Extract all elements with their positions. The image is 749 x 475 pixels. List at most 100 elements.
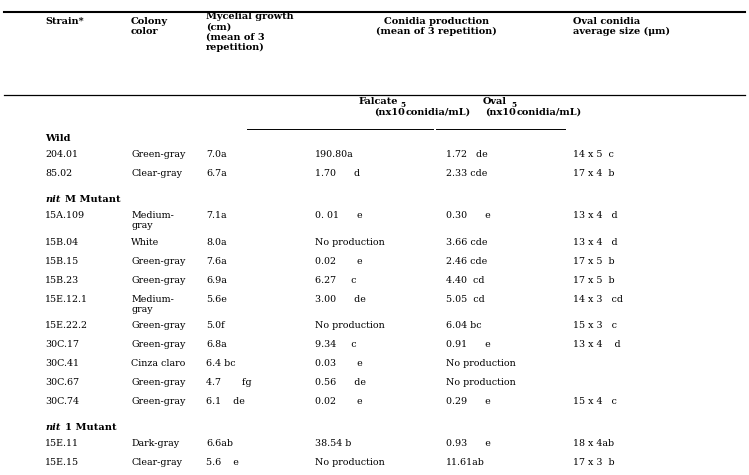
Text: 1 Mutant: 1 Mutant: [65, 423, 117, 432]
Text: 30C.74: 30C.74: [45, 397, 79, 406]
Text: conidia/mL): conidia/mL): [406, 108, 471, 117]
Text: 18 x 4ab: 18 x 4ab: [573, 439, 614, 448]
Text: 3.66 cde: 3.66 cde: [446, 238, 487, 247]
Text: 5.6e: 5.6e: [206, 294, 227, 304]
Text: Clear-gray: Clear-gray: [131, 458, 182, 467]
Text: 17 x 5  b: 17 x 5 b: [573, 276, 615, 285]
Text: 15E.22.2: 15E.22.2: [45, 321, 88, 330]
Text: 30C.17: 30C.17: [45, 340, 79, 349]
Text: 7.6a: 7.6a: [206, 256, 227, 266]
Text: No production: No production: [315, 458, 384, 467]
Text: 4.7       fg: 4.7 fg: [206, 378, 252, 387]
Text: 5: 5: [401, 101, 406, 109]
Text: 5.0f: 5.0f: [206, 321, 225, 330]
Text: Green-gray: Green-gray: [131, 397, 186, 406]
Text: 6.7a: 6.7a: [206, 169, 227, 178]
Text: 15E.12.1: 15E.12.1: [45, 294, 88, 304]
Text: Green-gray: Green-gray: [131, 256, 186, 266]
Text: nit: nit: [45, 423, 61, 432]
Text: 15E.11: 15E.11: [45, 439, 79, 448]
Text: 38.54 b: 38.54 b: [315, 439, 351, 448]
Text: 0.29      e: 0.29 e: [446, 397, 491, 406]
Text: 1.72   de: 1.72 de: [446, 150, 488, 159]
Text: Green-gray: Green-gray: [131, 150, 186, 159]
Text: 30C.41: 30C.41: [45, 359, 79, 368]
Text: 5.6    e: 5.6 e: [206, 458, 239, 467]
Text: 6.8a: 6.8a: [206, 340, 227, 349]
Text: 14 x 5  c: 14 x 5 c: [573, 150, 614, 159]
Text: 13 x 4   d: 13 x 4 d: [573, 211, 618, 220]
Text: 0.30      e: 0.30 e: [446, 211, 491, 220]
Text: Dark-gray: Dark-gray: [131, 439, 179, 448]
Text: Conidia production
(mean of 3 repetition): Conidia production (mean of 3 repetition…: [376, 17, 497, 36]
Text: 85.02: 85.02: [45, 169, 72, 178]
Text: 17 x 3  b: 17 x 3 b: [573, 458, 615, 467]
Text: Green-gray: Green-gray: [131, 378, 186, 387]
Text: 15 x 4   c: 15 x 4 c: [573, 397, 617, 406]
Text: 190.80a: 190.80a: [315, 150, 354, 159]
Text: 0.02       e: 0.02 e: [315, 397, 363, 406]
Text: Colony
color: Colony color: [131, 17, 168, 36]
Text: Falcate: Falcate: [359, 97, 398, 106]
Text: 0.03       e: 0.03 e: [315, 359, 363, 368]
Text: (nx10: (nx10: [374, 108, 405, 117]
Text: 2.46 cde: 2.46 cde: [446, 256, 487, 266]
Text: No production: No production: [446, 359, 515, 368]
Text: 6.04 bc: 6.04 bc: [446, 321, 482, 330]
Text: 6.9a: 6.9a: [206, 276, 227, 285]
Text: Medium-
gray: Medium- gray: [131, 211, 174, 230]
Text: No production: No production: [315, 321, 384, 330]
Text: 7.1a: 7.1a: [206, 211, 227, 220]
Text: White: White: [131, 238, 160, 247]
Text: 15 x 3   c: 15 x 3 c: [573, 321, 617, 330]
Text: conidia/mL): conidia/mL): [517, 108, 582, 117]
Text: Green-gray: Green-gray: [131, 321, 186, 330]
Text: Oval conidia
average size (μm): Oval conidia average size (μm): [573, 17, 670, 36]
Text: 0.56      de: 0.56 de: [315, 378, 366, 387]
Text: 6.27     c: 6.27 c: [315, 276, 356, 285]
Text: 14 x 3   cd: 14 x 3 cd: [573, 294, 623, 304]
Text: 15B.15: 15B.15: [45, 256, 79, 266]
Text: 9.34     c: 9.34 c: [315, 340, 357, 349]
Text: 5: 5: [512, 101, 517, 109]
Text: 13 x 4    d: 13 x 4 d: [573, 340, 621, 349]
Text: 1.70      d: 1.70 d: [315, 169, 360, 178]
Text: 8.0a: 8.0a: [206, 238, 227, 247]
Text: Wild: Wild: [45, 134, 70, 143]
Text: 204.01: 204.01: [45, 150, 78, 159]
Text: 4.40  cd: 4.40 cd: [446, 276, 484, 285]
Text: nit: nit: [45, 195, 61, 204]
Text: 0.93      e: 0.93 e: [446, 439, 491, 448]
Text: Mycelial growth
(cm)
(mean of 3
repetition): Mycelial growth (cm) (mean of 3 repetiti…: [206, 12, 294, 52]
Text: 17 x 5  b: 17 x 5 b: [573, 256, 615, 266]
Text: 13 x 4   d: 13 x 4 d: [573, 238, 618, 247]
Text: Medium-
gray: Medium- gray: [131, 294, 174, 314]
Text: Strain*: Strain*: [45, 17, 84, 26]
Text: Green-gray: Green-gray: [131, 276, 186, 285]
Text: 0. 01      e: 0. 01 e: [315, 211, 363, 220]
Text: Oval: Oval: [482, 97, 506, 106]
Text: Cinza claro: Cinza claro: [131, 359, 186, 368]
Text: 0.91      e: 0.91 e: [446, 340, 491, 349]
Text: (nx10: (nx10: [485, 108, 516, 117]
Text: No production: No production: [315, 238, 384, 247]
Text: 6.1    de: 6.1 de: [206, 397, 245, 406]
Text: 17 x 4  b: 17 x 4 b: [573, 169, 614, 178]
Text: 3.00      de: 3.00 de: [315, 294, 366, 304]
Text: 15A.109: 15A.109: [45, 211, 85, 220]
Text: 11.61ab: 11.61ab: [446, 458, 485, 467]
Text: Green-gray: Green-gray: [131, 340, 186, 349]
Text: Clear-gray: Clear-gray: [131, 169, 182, 178]
Text: 15B.04: 15B.04: [45, 238, 79, 247]
Text: 15E.15: 15E.15: [45, 458, 79, 467]
Text: 2.33 cde: 2.33 cde: [446, 169, 487, 178]
Text: 15B.23: 15B.23: [45, 276, 79, 285]
Text: 6.6ab: 6.6ab: [206, 439, 233, 448]
Text: 7.0a: 7.0a: [206, 150, 227, 159]
Text: M Mutant: M Mutant: [65, 195, 121, 204]
Text: 30C.67: 30C.67: [45, 378, 79, 387]
Text: 5.05  cd: 5.05 cd: [446, 294, 485, 304]
Text: 0.02       e: 0.02 e: [315, 256, 363, 266]
Text: No production: No production: [446, 378, 515, 387]
Text: 6.4 bc: 6.4 bc: [206, 359, 236, 368]
